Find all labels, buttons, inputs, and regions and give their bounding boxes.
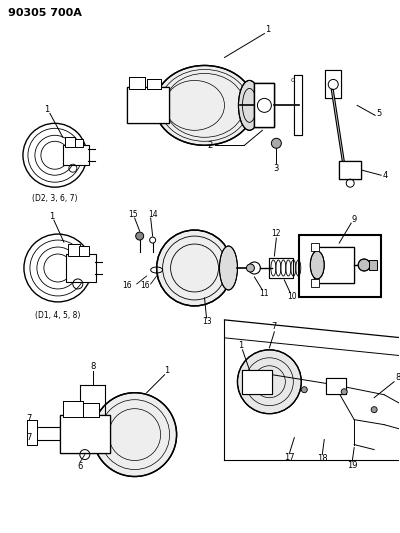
Ellipse shape xyxy=(155,66,254,146)
Text: 1: 1 xyxy=(265,25,270,34)
Bar xyxy=(129,77,145,90)
Circle shape xyxy=(271,138,281,148)
Circle shape xyxy=(301,387,307,393)
Text: 90305 700A: 90305 700A xyxy=(8,7,82,18)
Text: 11: 11 xyxy=(260,289,269,298)
Bar xyxy=(294,76,302,135)
Bar xyxy=(314,247,354,283)
Text: 8: 8 xyxy=(90,362,96,372)
Text: 14: 14 xyxy=(148,209,158,219)
Bar xyxy=(27,419,37,445)
Bar xyxy=(325,70,341,99)
Text: 7: 7 xyxy=(26,433,32,442)
Text: 18: 18 xyxy=(317,454,328,463)
Text: 17: 17 xyxy=(284,453,295,462)
Bar xyxy=(147,79,161,90)
Bar xyxy=(325,70,341,99)
Bar xyxy=(66,254,96,282)
Text: 7: 7 xyxy=(272,322,277,332)
Text: 1: 1 xyxy=(49,212,54,221)
Bar xyxy=(314,247,354,283)
Bar xyxy=(339,161,361,179)
Bar xyxy=(147,79,161,90)
Bar xyxy=(326,378,346,394)
Text: 4: 4 xyxy=(382,171,388,180)
Text: 16: 16 xyxy=(122,281,132,290)
Bar xyxy=(339,161,361,179)
Bar xyxy=(27,419,37,445)
Circle shape xyxy=(371,407,377,413)
Bar xyxy=(79,246,89,256)
Text: (D2, 3, 6, 7): (D2, 3, 6, 7) xyxy=(32,193,78,203)
Polygon shape xyxy=(331,90,345,167)
Bar xyxy=(326,378,346,394)
Circle shape xyxy=(157,230,232,306)
Text: 3: 3 xyxy=(274,164,279,173)
Bar xyxy=(127,87,169,123)
Text: 12: 12 xyxy=(272,229,281,238)
Circle shape xyxy=(358,259,370,271)
Bar xyxy=(299,235,381,297)
Bar xyxy=(254,84,274,127)
Text: (D1, 4, 5, 8): (D1, 4, 5, 8) xyxy=(35,311,80,320)
Bar xyxy=(60,415,110,453)
Bar xyxy=(269,258,293,278)
Text: 19: 19 xyxy=(347,461,358,470)
Bar xyxy=(75,139,83,147)
Text: 1: 1 xyxy=(164,366,169,375)
Bar xyxy=(63,146,89,165)
Text: 13: 13 xyxy=(202,317,211,326)
Ellipse shape xyxy=(238,80,260,130)
Bar xyxy=(63,401,83,417)
Bar xyxy=(269,258,293,278)
Bar xyxy=(63,401,83,417)
Bar xyxy=(65,138,75,147)
Text: 15: 15 xyxy=(128,209,138,219)
Text: 1: 1 xyxy=(238,341,243,350)
Text: 1: 1 xyxy=(44,105,50,114)
Bar xyxy=(60,415,110,453)
Bar xyxy=(254,84,274,127)
Ellipse shape xyxy=(310,251,324,279)
Text: 10: 10 xyxy=(288,293,297,302)
Text: 7: 7 xyxy=(26,414,32,423)
Bar xyxy=(83,403,99,417)
Bar xyxy=(369,260,377,270)
Bar xyxy=(311,279,319,287)
Bar xyxy=(294,76,302,135)
Bar xyxy=(242,370,272,394)
Text: 5: 5 xyxy=(376,109,382,118)
Circle shape xyxy=(246,264,254,272)
Circle shape xyxy=(93,393,176,477)
Bar xyxy=(68,244,80,256)
Circle shape xyxy=(238,350,301,414)
Circle shape xyxy=(136,232,144,240)
Text: 9: 9 xyxy=(352,215,357,224)
Text: 16: 16 xyxy=(140,281,150,290)
Text: 8: 8 xyxy=(395,373,400,382)
Circle shape xyxy=(341,389,347,395)
Text: C: C xyxy=(290,78,294,83)
Ellipse shape xyxy=(220,246,238,290)
Text: 2: 2 xyxy=(207,141,212,150)
Bar xyxy=(83,403,99,417)
Bar xyxy=(129,77,145,90)
Bar xyxy=(311,243,319,251)
Bar xyxy=(127,87,169,123)
Text: 6: 6 xyxy=(77,462,82,471)
Bar xyxy=(242,370,272,394)
